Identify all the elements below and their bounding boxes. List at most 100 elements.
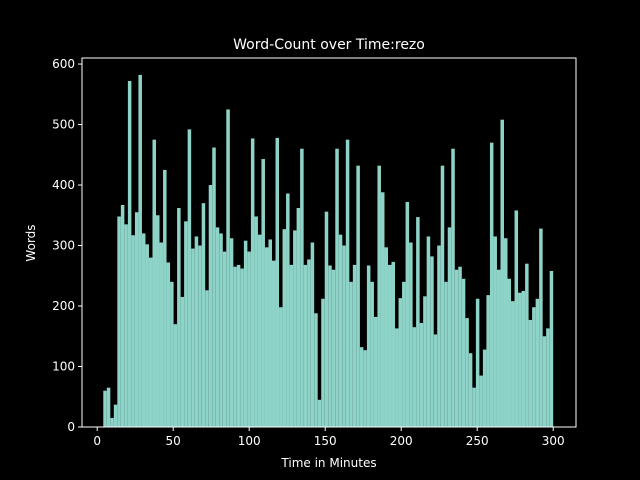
bar [233, 266, 237, 427]
bar [205, 290, 209, 427]
bar [148, 257, 153, 427]
bar [145, 244, 149, 427]
bar [250, 138, 255, 427]
bar [321, 298, 325, 427]
bar [141, 233, 146, 427]
bar [426, 236, 431, 427]
bar [215, 227, 220, 427]
bar [395, 328, 399, 427]
bar [345, 139, 350, 427]
bar [542, 336, 547, 427]
bar [521, 290, 526, 427]
y-tick-label: 0 [67, 420, 75, 434]
bar [296, 208, 301, 427]
bar [222, 251, 227, 427]
bar [247, 251, 251, 427]
bar [113, 404, 118, 427]
x-tick-label: 100 [238, 434, 261, 448]
bar [131, 235, 135, 427]
bar [525, 263, 529, 427]
bar [493, 236, 497, 427]
bar [282, 229, 287, 427]
bar [447, 227, 452, 427]
bar [359, 347, 364, 427]
bar [514, 210, 519, 427]
bar [303, 264, 308, 427]
bar [286, 193, 290, 427]
bar [275, 137, 280, 427]
bar [117, 216, 121, 427]
bar [356, 165, 360, 427]
bar [331, 269, 336, 427]
bar [103, 390, 107, 427]
bar [194, 236, 199, 427]
bar [173, 324, 178, 427]
bar [166, 262, 171, 427]
bar [268, 239, 272, 427]
bar [349, 281, 353, 427]
bar [177, 208, 181, 427]
bar [264, 247, 269, 427]
bar [451, 148, 455, 427]
bar [120, 204, 125, 427]
bar [518, 292, 522, 427]
bar [409, 242, 413, 427]
bar [468, 353, 473, 427]
bar [370, 281, 374, 427]
bar [324, 211, 329, 427]
bar [191, 248, 195, 427]
chart-title: Word-Count over Time:rezo [233, 37, 425, 53]
bar [212, 147, 216, 427]
bar [419, 322, 424, 427]
bar [475, 298, 480, 427]
bar [423, 296, 427, 427]
bar [240, 268, 244, 427]
bar [138, 74, 142, 427]
y-tick-label: 100 [52, 360, 75, 374]
bar [373, 316, 378, 427]
bar [159, 242, 164, 427]
bar [352, 264, 357, 427]
bar [482, 349, 487, 427]
x-tick-label: 300 [542, 434, 565, 448]
bar [156, 215, 160, 427]
bar [226, 109, 230, 427]
bar [440, 165, 445, 427]
bar [236, 264, 241, 427]
bar [124, 224, 128, 427]
y-tick-label: 500 [52, 118, 75, 132]
bar [412, 327, 417, 427]
bar [254, 216, 258, 427]
bar [496, 269, 501, 427]
bar [110, 417, 114, 427]
bar [489, 142, 494, 427]
bar [486, 295, 490, 427]
bar [363, 350, 367, 427]
bar [184, 221, 188, 427]
bar [127, 80, 132, 428]
bar [511, 301, 515, 427]
bar [437, 245, 441, 427]
bar [317, 399, 322, 427]
bar [539, 228, 543, 427]
bar [458, 266, 462, 427]
bar [377, 165, 381, 427]
bar [454, 269, 459, 427]
bar [243, 240, 248, 427]
bar [328, 265, 332, 427]
bar [106, 387, 111, 427]
bar [208, 185, 213, 427]
bar [444, 281, 448, 427]
y-axis-label: Words [24, 224, 38, 261]
bar [152, 139, 157, 427]
bar [503, 238, 508, 427]
bar [528, 319, 533, 427]
bar [430, 256, 434, 427]
bar [546, 328, 550, 427]
bar [402, 281, 406, 427]
bar [272, 260, 276, 427]
bar [398, 298, 403, 427]
bar [342, 245, 346, 427]
bar [479, 375, 483, 427]
